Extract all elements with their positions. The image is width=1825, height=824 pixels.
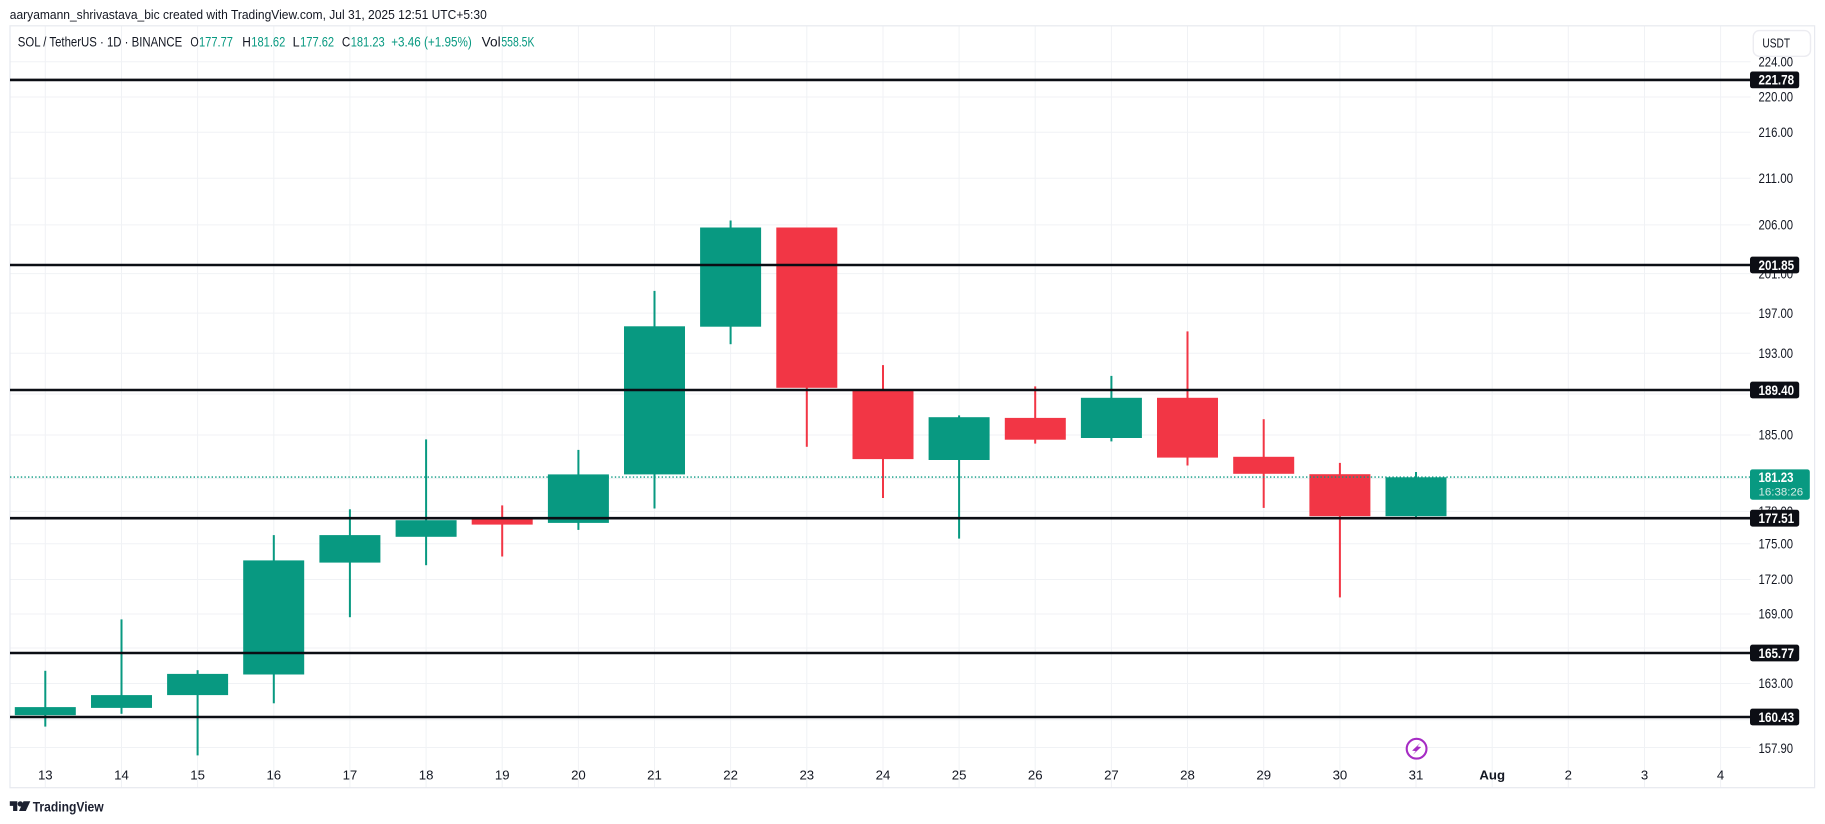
svg-text:206.00: 206.00 <box>1759 218 1794 233</box>
svg-text:4: 4 <box>1717 767 1724 782</box>
svg-text:TradingView: TradingView <box>33 799 105 814</box>
svg-text:181.62: 181.62 <box>251 34 285 49</box>
svg-text:160.43: 160.43 <box>1759 710 1795 725</box>
svg-text:23: 23 <box>799 767 814 782</box>
svg-text:O: O <box>190 34 198 49</box>
svg-text:558.5K: 558.5K <box>501 34 534 49</box>
svg-text:USDT: USDT <box>1762 37 1790 51</box>
svg-text:185.00: 185.00 <box>1759 428 1794 443</box>
svg-text:SOL / TetherUS · 1D · BINANCE: SOL / TetherUS · 1D · BINANCE <box>18 34 182 49</box>
svg-text:21: 21 <box>647 767 662 782</box>
svg-text:Vol: Vol <box>482 34 501 49</box>
svg-text:211.00: 211.00 <box>1759 171 1794 186</box>
svg-text:181.23: 181.23 <box>351 34 385 49</box>
svg-text:193.00: 193.00 <box>1759 346 1794 361</box>
svg-text:22: 22 <box>723 767 738 782</box>
svg-text:2: 2 <box>1565 767 1572 782</box>
svg-text:L: L <box>293 34 300 49</box>
svg-text:+3.46 (+1.95%): +3.46 (+1.95%) <box>391 34 472 49</box>
svg-text:157.90: 157.90 <box>1759 741 1794 756</box>
svg-text:19: 19 <box>495 767 510 782</box>
svg-text:177.62: 177.62 <box>300 34 334 49</box>
svg-text:221.78: 221.78 <box>1759 73 1795 88</box>
svg-text:14: 14 <box>114 767 129 782</box>
svg-text:220.00: 220.00 <box>1759 90 1794 105</box>
svg-text:177.51: 177.51 <box>1759 511 1795 526</box>
svg-text:26: 26 <box>1028 767 1043 782</box>
svg-text:175.00: 175.00 <box>1759 537 1794 552</box>
svg-text:25: 25 <box>952 767 967 782</box>
svg-text:24: 24 <box>876 767 891 782</box>
svg-text:30: 30 <box>1333 767 1348 782</box>
svg-text:Aug: Aug <box>1479 767 1505 782</box>
svg-text:29: 29 <box>1256 767 1271 782</box>
svg-text:16:38:26: 16:38:26 <box>1759 487 1804 499</box>
svg-text:18: 18 <box>419 767 434 782</box>
svg-text:aaryamann_shrivastava_bic crea: aaryamann_shrivastava_bic created with T… <box>10 8 487 22</box>
svg-text:27: 27 <box>1104 767 1119 782</box>
svg-text:165.77: 165.77 <box>1759 646 1795 661</box>
svg-text:216.00: 216.00 <box>1759 125 1794 140</box>
svg-text:197.00: 197.00 <box>1759 306 1794 321</box>
svg-text:16: 16 <box>266 767 281 782</box>
svg-text:177.77: 177.77 <box>199 34 233 49</box>
svg-text:17: 17 <box>343 767 358 782</box>
svg-text:15: 15 <box>190 767 205 782</box>
svg-text:189.40: 189.40 <box>1759 383 1795 398</box>
svg-text:181.23: 181.23 <box>1759 470 1794 485</box>
svg-text:20: 20 <box>571 767 586 782</box>
svg-text:31: 31 <box>1409 767 1424 782</box>
svg-text:172.00: 172.00 <box>1759 572 1794 587</box>
svg-text:224.00: 224.00 <box>1759 55 1794 70</box>
svg-text:C: C <box>342 34 351 49</box>
svg-text:H: H <box>242 34 251 49</box>
svg-text:169.00: 169.00 <box>1759 607 1794 622</box>
svg-text:3: 3 <box>1641 767 1648 782</box>
svg-text:163.00: 163.00 <box>1759 676 1794 691</box>
svg-text:13: 13 <box>38 767 53 782</box>
svg-text:28: 28 <box>1180 767 1195 782</box>
svg-text:201.85: 201.85 <box>1759 258 1795 273</box>
